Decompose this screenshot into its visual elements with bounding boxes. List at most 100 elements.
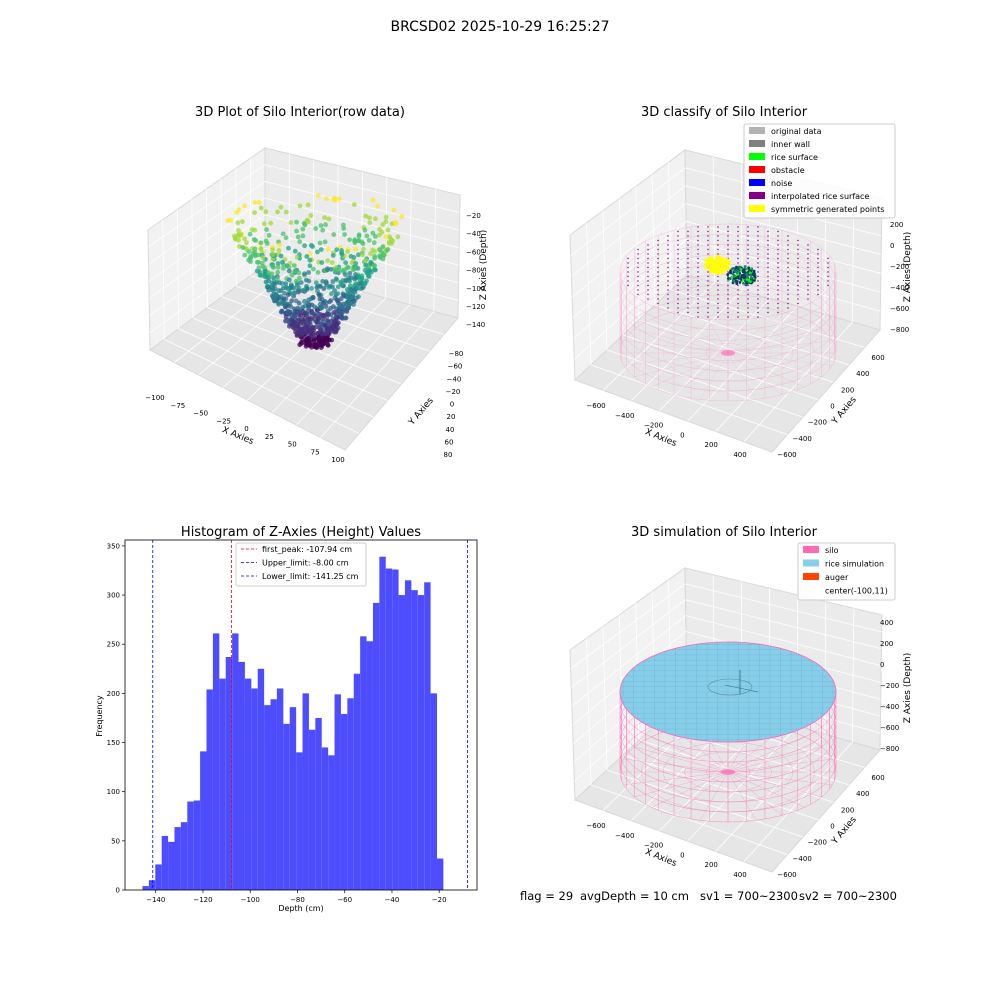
p2-interp-point xyxy=(677,311,679,314)
p1-point xyxy=(277,280,282,286)
p4-y-tick: −400 xyxy=(793,855,812,863)
p2-interp-point xyxy=(767,275,769,278)
p1-point xyxy=(309,316,315,321)
p2-interp-point xyxy=(757,298,759,300)
p2-interp-point xyxy=(737,284,739,287)
p2-interp-point xyxy=(777,235,779,237)
grid-line xyxy=(638,319,834,383)
histogram-bar xyxy=(251,688,258,890)
grid-line xyxy=(295,304,411,426)
p2-interp-point xyxy=(657,244,659,246)
silo-floor-spoke xyxy=(727,340,833,354)
p1-point xyxy=(370,197,376,203)
p2-interp-point xyxy=(757,311,759,314)
p2-interp-point xyxy=(637,257,639,260)
p1-point xyxy=(339,282,345,288)
p1-point xyxy=(247,231,253,237)
grid-line xyxy=(361,171,363,292)
p1-point xyxy=(296,270,302,276)
p2-interp-point xyxy=(677,284,679,287)
grid-line xyxy=(572,221,687,319)
grid-line xyxy=(651,174,656,306)
panel-raw-data: 3D Plot of Silo Interior(row data) −100−… xyxy=(145,105,489,464)
p1-point xyxy=(333,268,339,274)
p4-x-tick: 400 xyxy=(733,871,746,879)
p2-interp-point xyxy=(747,293,749,296)
p1-point xyxy=(308,213,314,218)
silo-floor-spoke xyxy=(727,771,757,821)
p2-noise-point xyxy=(733,277,737,281)
grid-line xyxy=(320,311,435,438)
p2-noise-point xyxy=(746,270,750,274)
histogram-bar xyxy=(321,747,329,890)
p2-interp-point xyxy=(747,311,749,314)
p2-interp-point xyxy=(667,284,669,287)
p1-point xyxy=(385,247,390,253)
p2-interp-point xyxy=(797,266,799,269)
p2-interp-point xyxy=(657,298,659,300)
p2-interp-point xyxy=(757,271,759,273)
silo-floor-spoke xyxy=(651,352,729,388)
p2-interp-point xyxy=(757,239,759,242)
p1-point xyxy=(286,319,292,325)
p1-point xyxy=(335,315,341,321)
p3-ylabel: Frequency xyxy=(95,695,104,737)
grid-line xyxy=(686,238,881,293)
footer-avg-depth: avgDepth = 10 cm xyxy=(580,889,689,903)
p1-point xyxy=(328,306,333,311)
histogram-bar xyxy=(238,661,245,890)
p2-sym-point xyxy=(715,265,719,269)
p2-interp-point xyxy=(767,289,769,291)
p2-interp-point xyxy=(797,244,799,246)
p2-interp-point xyxy=(697,280,699,282)
p1-point xyxy=(356,294,361,299)
p2-sym-point xyxy=(726,258,730,263)
p4-y-tick: 600 xyxy=(871,774,884,782)
p2-interp-point xyxy=(667,262,669,264)
p3-reference-lines xyxy=(152,540,468,890)
grid-line xyxy=(220,178,223,297)
p1-point xyxy=(386,240,392,245)
p2-interp-point xyxy=(777,275,779,278)
p1-point xyxy=(287,301,292,307)
p2-interp-point xyxy=(637,284,639,287)
p2-noise-point xyxy=(748,271,752,275)
p2-interp-point xyxy=(647,248,649,251)
p1-point xyxy=(321,286,327,291)
p2-interp-point xyxy=(817,266,819,269)
p2-interp-point xyxy=(637,266,639,269)
p2-interp-point xyxy=(677,275,679,278)
p3-legend-label: Upper_limit: -8.00 cm xyxy=(262,559,349,568)
p1-point xyxy=(328,291,334,297)
grid-line xyxy=(586,638,592,786)
grid-line xyxy=(409,183,412,305)
p2-interp-point xyxy=(677,280,679,282)
p1-point xyxy=(316,336,322,341)
p1-point xyxy=(291,290,296,296)
p2-interp-point xyxy=(727,253,729,255)
p1-point xyxy=(271,275,276,281)
p1-point xyxy=(342,232,347,237)
p1-point xyxy=(251,237,257,242)
p2-interp-point xyxy=(647,284,649,287)
p2-noise-point xyxy=(745,281,749,285)
p1-point xyxy=(319,260,325,265)
grid-line xyxy=(685,583,882,633)
p2-interp-point xyxy=(667,302,669,305)
p2-noise-point xyxy=(745,275,749,279)
p1-point xyxy=(362,227,368,233)
p1-point xyxy=(260,255,266,261)
p1-point xyxy=(346,304,351,309)
p1-point xyxy=(324,196,329,202)
p3-axes-frame xyxy=(124,539,478,891)
p2-interp-point xyxy=(677,262,679,264)
p1-point xyxy=(326,321,332,327)
p2-title: 3D classify of Silo Interior xyxy=(641,105,808,120)
p1-point xyxy=(371,263,377,268)
figure-title: BRCSD02 2025-10-29 16:25:27 xyxy=(390,19,609,35)
p2-interp-point xyxy=(727,293,729,296)
p1-point xyxy=(395,234,401,240)
p1-z-tick: −120 xyxy=(466,303,485,311)
p1-x-tick: 25 xyxy=(265,433,274,441)
